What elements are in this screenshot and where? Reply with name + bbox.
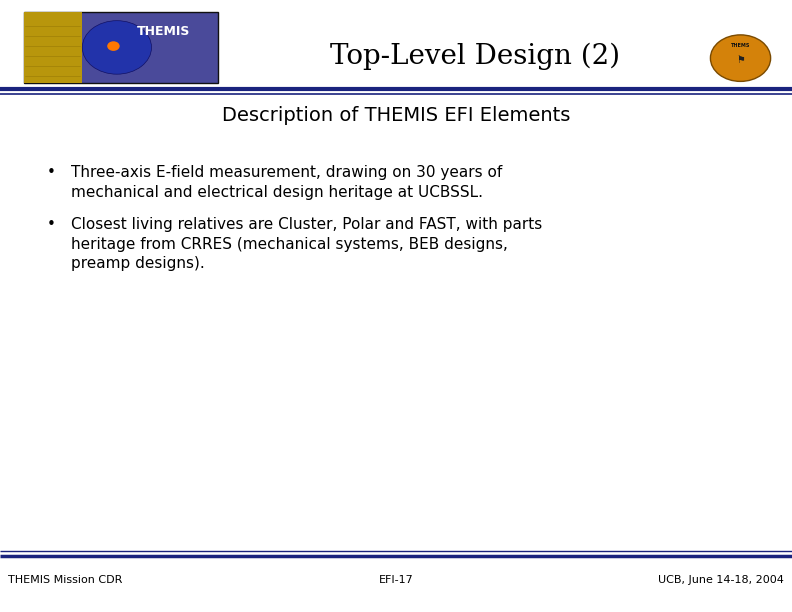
Text: mechanical and electrical design heritage at UCBSSL.: mechanical and electrical design heritag…: [71, 185, 483, 200]
FancyBboxPatch shape: [24, 12, 82, 83]
Text: preamp designs).: preamp designs).: [71, 256, 205, 272]
Text: EFI-17: EFI-17: [379, 575, 413, 585]
FancyBboxPatch shape: [24, 12, 218, 83]
Text: Description of THEMIS EFI Elements: Description of THEMIS EFI Elements: [222, 105, 570, 125]
Circle shape: [82, 21, 151, 74]
Text: THEMIS Mission CDR: THEMIS Mission CDR: [8, 575, 122, 585]
Text: Closest living relatives are Cluster, Polar and FAST, with parts: Closest living relatives are Cluster, Po…: [71, 217, 543, 233]
Circle shape: [710, 35, 771, 81]
Text: •: •: [47, 217, 56, 233]
Text: •: •: [47, 165, 56, 181]
Circle shape: [107, 41, 120, 51]
Text: heritage from CRRES (mechanical systems, BEB designs,: heritage from CRRES (mechanical systems,…: [71, 237, 508, 252]
Text: THEMIS: THEMIS: [137, 26, 190, 39]
Text: ⚑: ⚑: [736, 56, 745, 65]
Text: THEMS: THEMS: [731, 43, 750, 48]
Text: Three-axis E-field measurement, drawing on 30 years of: Three-axis E-field measurement, drawing …: [71, 165, 503, 181]
Text: Top-Level Design (2): Top-Level Design (2): [330, 43, 620, 70]
Text: UCB, June 14-18, 2004: UCB, June 14-18, 2004: [658, 575, 784, 585]
